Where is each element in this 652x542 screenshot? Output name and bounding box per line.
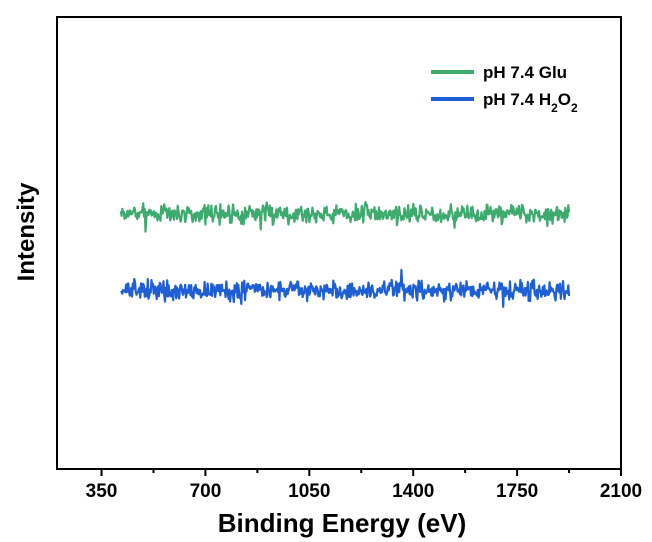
legend-label-glu: pH 7.4 Glu	[483, 63, 567, 82]
x-tick-label: 2100	[600, 481, 642, 502]
x-tick-label: 1750	[496, 481, 538, 502]
series-line-0	[119, 201, 571, 233]
legend-label-h2o2: pH 7.4 H2O2	[483, 90, 578, 115]
x-tick-label: 1400	[392, 481, 434, 502]
x-tick-label: 350	[86, 481, 118, 502]
series-layer	[119, 201, 571, 308]
plot-frame	[56, 16, 622, 470]
x-axis-title: Binding Energy (eV)	[218, 508, 466, 538]
legend: pH 7.4 Glu pH 7.4 H2O2	[431, 63, 578, 115]
x-tick-label: 700	[190, 481, 222, 502]
series-line-1	[120, 268, 571, 308]
x-axis-ticks: 350 700 1050 1400 1750 2100	[86, 469, 642, 502]
x-tick-label: 1050	[288, 481, 330, 502]
y-axis-title: Intensity	[13, 182, 40, 281]
